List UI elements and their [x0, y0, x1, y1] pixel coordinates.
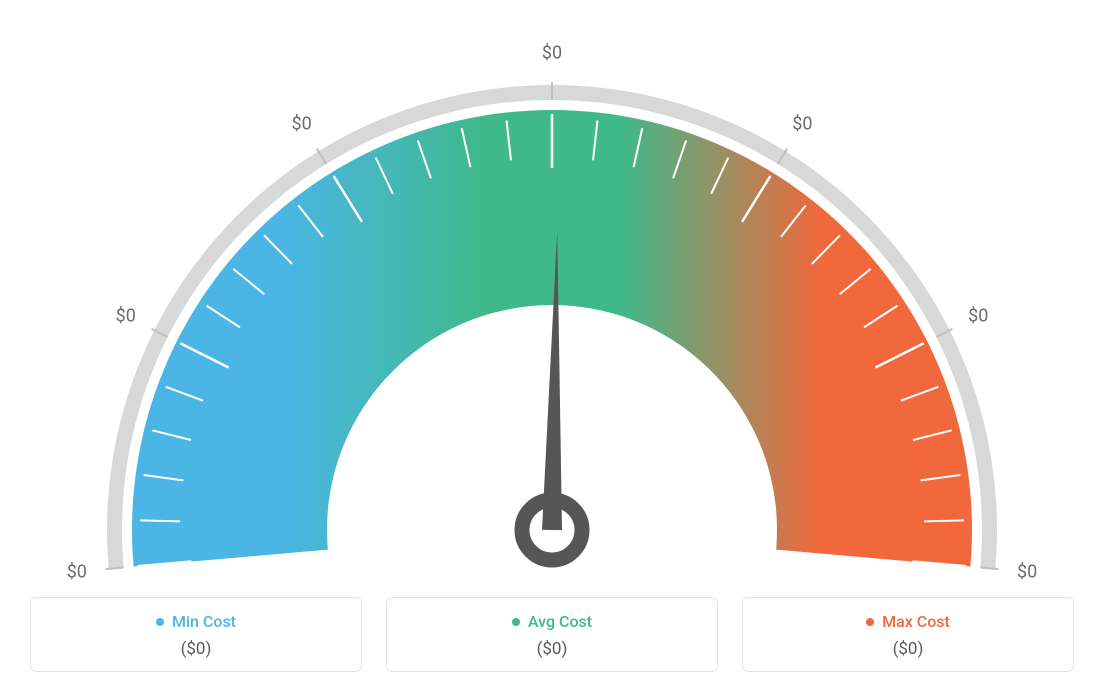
legend-dot-max	[866, 618, 874, 626]
gauge-tick-label: $0	[542, 43, 562, 64]
legend-title-max: Max Cost	[882, 612, 950, 631]
gauge-tick-label: $0	[67, 561, 87, 582]
legend-card-avg: Avg Cost ($0)	[386, 597, 718, 672]
gauge-tick-label: $0	[116, 305, 136, 326]
gauge-chart: $0$0$0$0$0$0$0	[0, 0, 1104, 570]
legend-value-min: ($0)	[181, 639, 212, 659]
gauge-tick-label: $0	[792, 114, 812, 135]
legend-title-row: Min Cost	[156, 612, 236, 631]
legend-value-max: ($0)	[893, 639, 924, 659]
legend-title-min: Min Cost	[172, 612, 236, 631]
legend-title-row: Max Cost	[866, 612, 950, 631]
legend-dot-avg	[512, 618, 520, 626]
legend-title-row: Avg Cost	[512, 612, 592, 631]
legend-title-avg: Avg Cost	[528, 612, 592, 631]
gauge-tick-label: $0	[968, 305, 988, 326]
gauge-tick-label: $0	[1017, 561, 1037, 582]
legend-card-min: Min Cost ($0)	[30, 597, 362, 672]
legend-card-max: Max Cost ($0)	[742, 597, 1074, 672]
gauge-svg	[0, 0, 1104, 570]
legend-dot-min	[156, 618, 164, 626]
gauge-tick-label: $0	[291, 114, 311, 135]
legend-row: Min Cost ($0) Avg Cost ($0) Max Cost ($0…	[30, 597, 1074, 672]
legend-value-avg: ($0)	[537, 639, 568, 659]
